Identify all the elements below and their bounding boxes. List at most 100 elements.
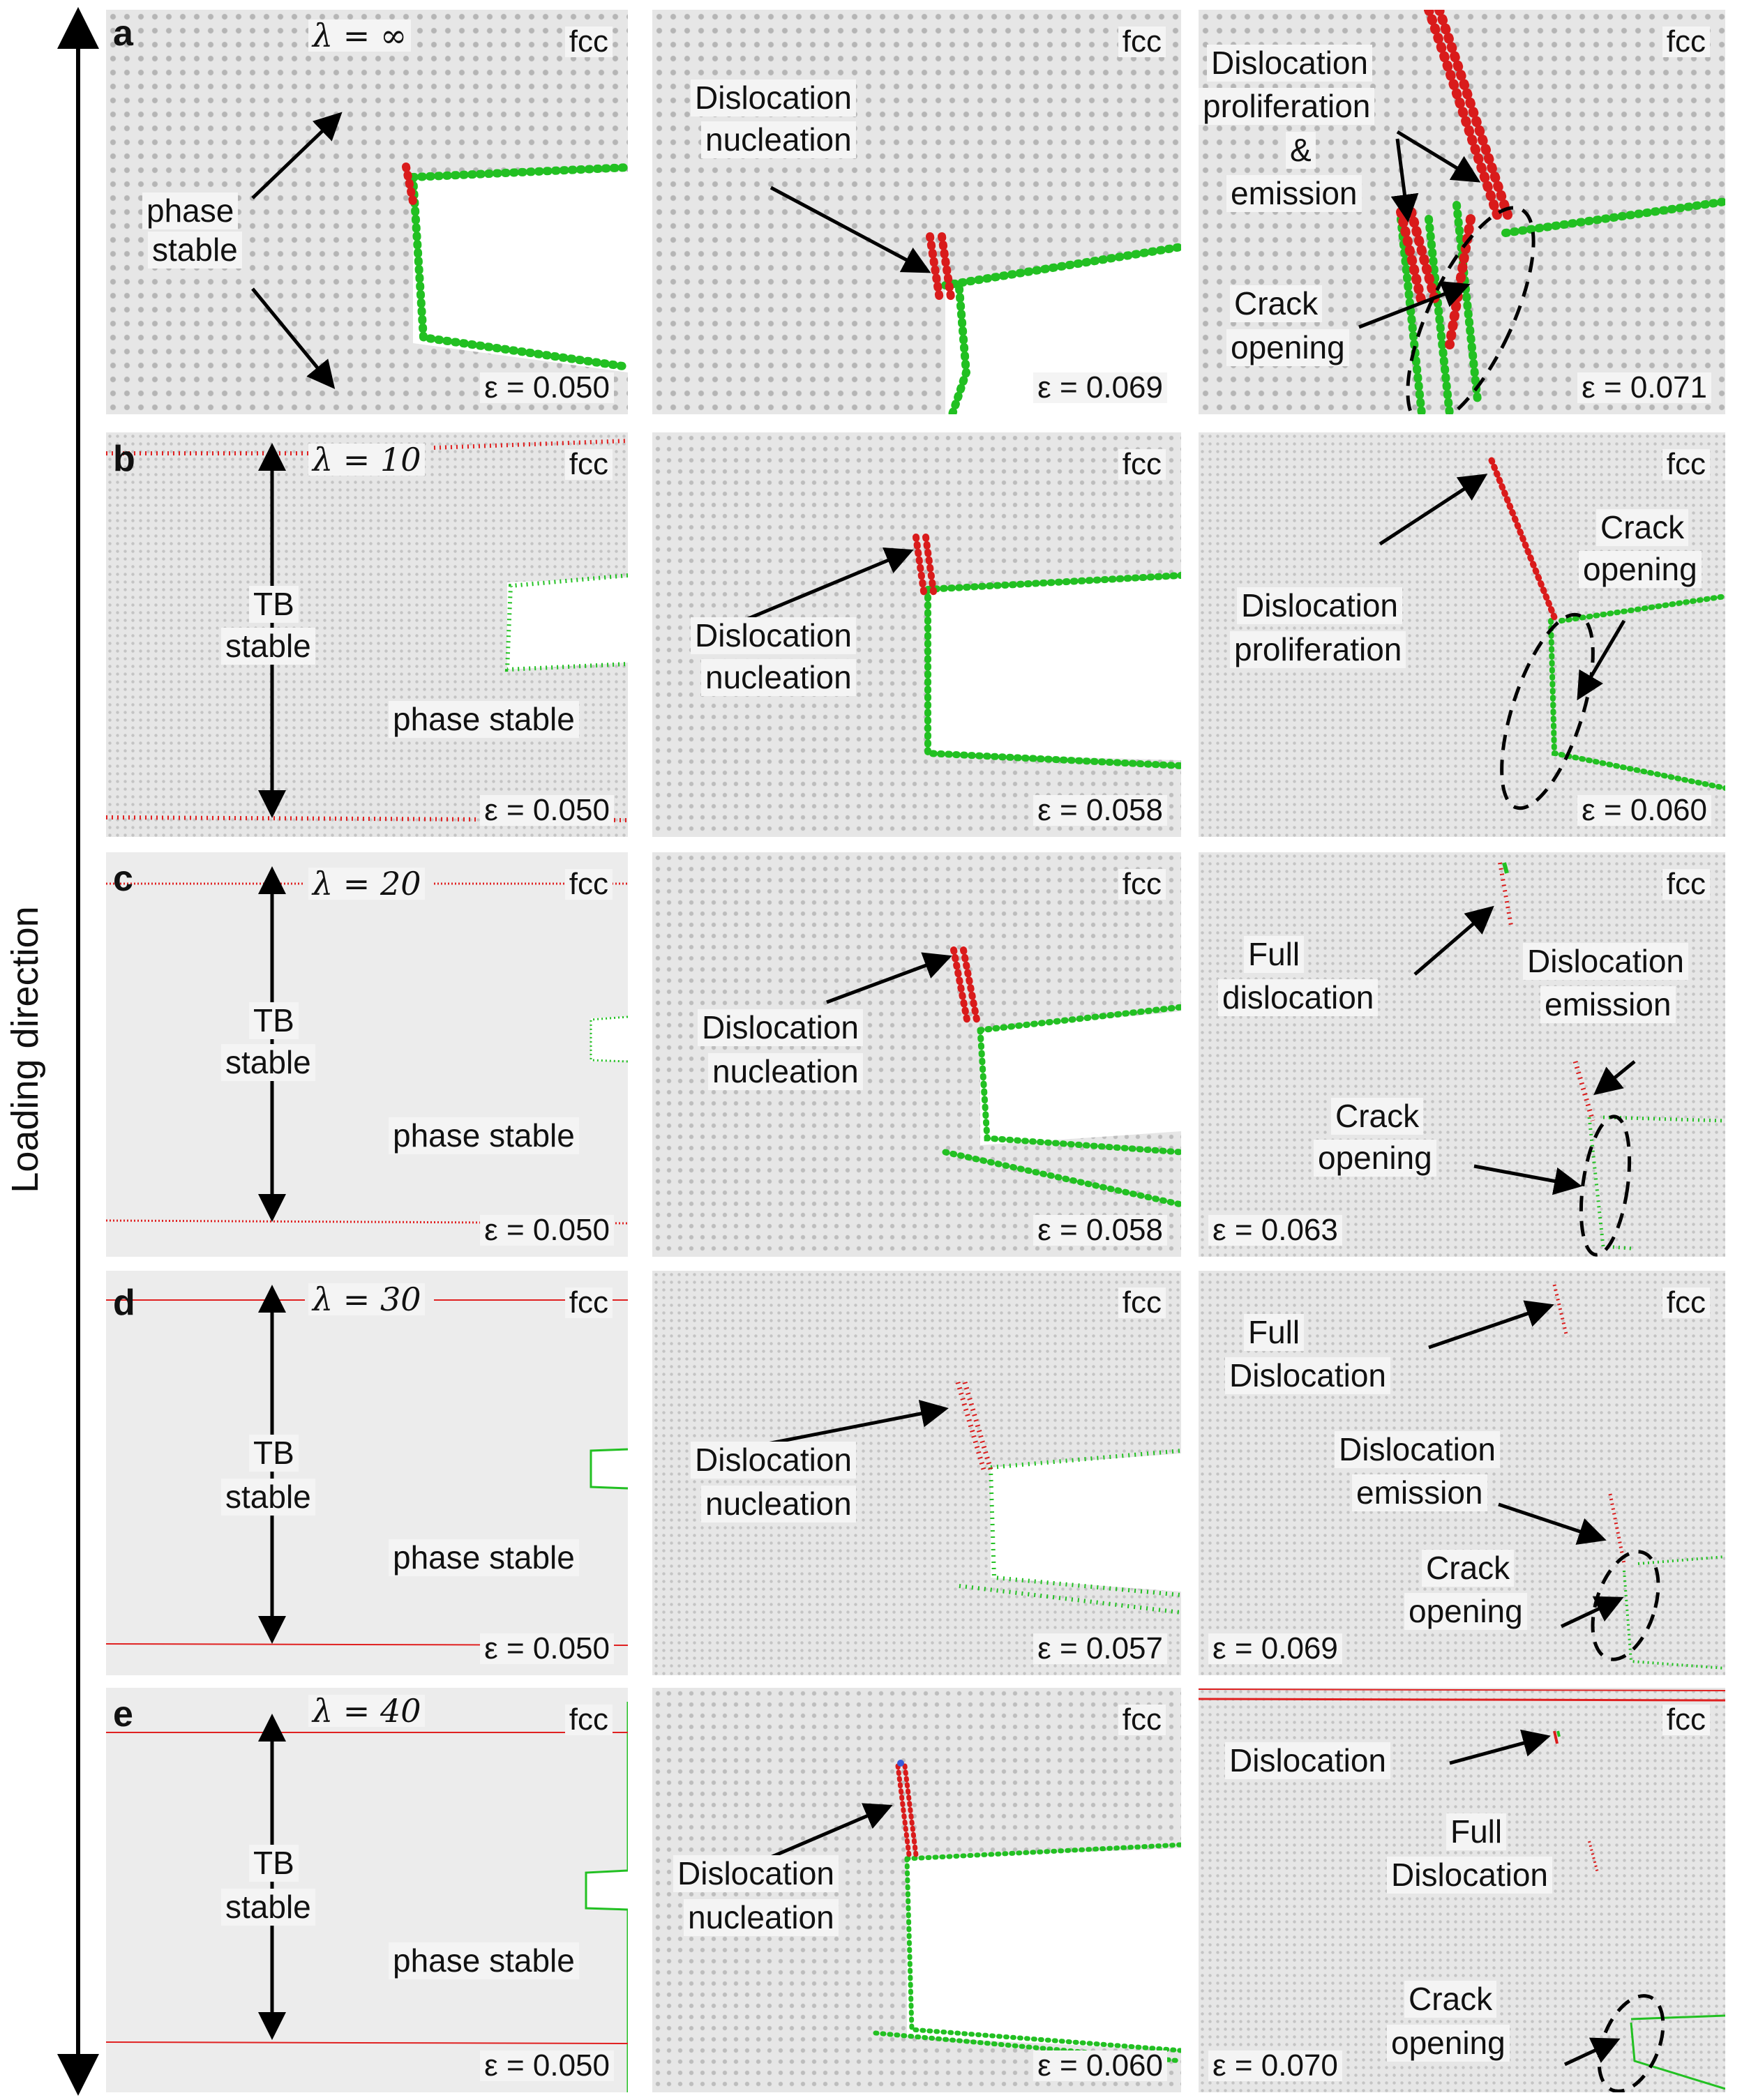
panel-e-1-atoms (106, 1702, 628, 2092)
label-stable-d: stable (221, 1479, 315, 1516)
panel-c-2-atoms (826, 946, 1181, 1208)
panel-d-1-atoms (106, 1285, 628, 1646)
panel-b-1: b λ = 10 fcc TB stable phase stable ε = … (106, 432, 628, 837)
label-dislocation-b3: Dislocation (1237, 587, 1402, 624)
label-emission-c3: emission (1540, 986, 1676, 1023)
panel-b-3-atoms (1379, 457, 1725, 810)
panel-b-2-atoms (742, 534, 1181, 769)
label-dislocation-full-d3: Dislocation (1225, 1357, 1390, 1394)
fcc-c-3: fcc (1662, 869, 1710, 900)
fcc-d-3: fcc (1662, 1287, 1710, 1318)
strain-e-1: ε = 0.050 (480, 2050, 614, 2081)
label-full-c3: Full (1244, 936, 1305, 973)
label-nucleation-b2: nucleation (701, 659, 856, 696)
fcc-b-2: fcc (1118, 449, 1166, 480)
panel-a-1-atoms (251, 112, 628, 389)
panel-e-2: fcc Dislocation nucleation ε = 0.060 (652, 1688, 1181, 2092)
strain-d-1: ε = 0.050 (480, 1633, 614, 1664)
panel-letter-b: b (113, 439, 135, 479)
label-emission-a3: emission (1226, 175, 1362, 212)
panel-d-1: d λ = 30 fcc TB stable phase stable ε = … (106, 1271, 628, 1675)
fcc-e-3: fcc (1662, 1705, 1710, 1735)
strain-e-3: ε = 0.070 (1208, 2050, 1342, 2081)
label-opening-d3: opening (1404, 1593, 1527, 1630)
label-emission-d3: emission (1352, 1474, 1487, 1511)
label-dislocation-a3: Dislocation (1207, 45, 1372, 82)
panel-b-3: fcc Dislocation proliferation Crack open… (1199, 432, 1725, 837)
lambda-b: λ = 10 (308, 444, 426, 476)
fcc-c-2: fcc (1118, 869, 1166, 900)
fcc-c-1: fcc (564, 869, 613, 900)
panel-letter-e: e (113, 1694, 133, 1735)
loading-direction-axis (57, 6, 99, 2096)
strain-c-3: ε = 0.063 (1208, 1215, 1342, 1246)
label-dislocation-c2: Dislocation (698, 1009, 863, 1046)
label-stable: stable (148, 232, 242, 269)
panel-d-3: fcc Full Dislocation Dislocation emissio… (1199, 1271, 1725, 1675)
label-crack-a3: Crack (1230, 285, 1323, 322)
panel-c-3-atoms (1413, 862, 1725, 1257)
label-full-d3: Full (1244, 1314, 1305, 1351)
label-dislocation-a2: Dislocation (691, 80, 856, 116)
strain-d-2: ε = 0.057 (1033, 1633, 1167, 1664)
fcc-b-1: fcc (564, 449, 613, 480)
panel-a-2: fcc Dislocation nucleation ε = 0.069 (652, 10, 1181, 414)
strain-e-2: ε = 0.060 (1033, 2050, 1167, 2081)
panel-e-3-atoms (1199, 1689, 1725, 2092)
label-nucleation-c2: nucleation (708, 1053, 863, 1090)
strain-a-3: ε = 0.071 (1577, 372, 1711, 403)
strain-d-3: ε = 0.069 (1208, 1633, 1342, 1664)
panel-letter-a: a (113, 13, 133, 54)
strain-c-1: ε = 0.050 (480, 1215, 614, 1246)
panel-e-1: e λ = 40 fcc TB stable phase stable ε = … (106, 1688, 628, 2092)
label-crack-b3: Crack (1596, 509, 1689, 546)
lambda-a: λ = ∞ (308, 20, 412, 52)
panel-c-3: fcc Full dislocation Dislocation emissio… (1199, 852, 1725, 1257)
label-phase-stable-c: phase stable (389, 1117, 579, 1154)
panel-a-2-atoms (769, 186, 1181, 414)
panel-b-2: fcc Dislocation nucleation ε = 0.058 (652, 432, 1181, 837)
panel-a-3-atoms (1358, 10, 1725, 414)
label-opening-e3: opening (1387, 2025, 1510, 2062)
fcc-a-1: fcc (564, 27, 613, 57)
label-phase-stable-e: phase stable (389, 1942, 579, 1979)
strain-a-2: ε = 0.069 (1033, 372, 1167, 403)
panel-letter-d: d (113, 1283, 135, 1323)
label-tb-e: TB (249, 1845, 299, 1882)
panel-b-1-atoms (106, 439, 628, 822)
label-nucleation-a2: nucleation (701, 121, 856, 158)
label-stable-e: stable (221, 1889, 315, 1926)
lambda-c: λ = 20 (308, 868, 426, 900)
label-dislocation-e2: Dislocation (673, 1855, 839, 1892)
label-tb-d: TB (249, 1435, 299, 1472)
fcc-d-1: fcc (564, 1287, 613, 1318)
label-phase-stable-b: phase stable (389, 701, 579, 738)
label-phase-stable-d: phase stable (389, 1539, 579, 1576)
strain-c-2: ε = 0.058 (1033, 1215, 1167, 1246)
label-full-e3: Full (1446, 1813, 1507, 1850)
panel-e-3: fcc Dislocation Full Dislocation Crack o… (1199, 1688, 1725, 2092)
fcc-d-2: fcc (1118, 1287, 1166, 1318)
panel-letter-c: c (113, 859, 133, 899)
label-crack-e3: Crack (1404, 1981, 1497, 2018)
strain-b-1: ε = 0.050 (480, 795, 614, 826)
label-stable-c: stable (221, 1044, 315, 1081)
label-dislocation-c3: Dislocation (1523, 943, 1688, 980)
label-dislocation-e3: Dislocation (1225, 1742, 1390, 1779)
label-tb-b: TB (249, 586, 299, 623)
lambda-d: λ = 30 (308, 1283, 426, 1315)
label-crack-c3: Crack (1331, 1098, 1424, 1135)
label-stable-b: stable (221, 628, 315, 665)
panel-c-2: fcc Dislocation nucleation ε = 0.058 (652, 852, 1181, 1257)
label-dislocation-full-c3: dislocation (1218, 979, 1379, 1016)
label-ampersand-a3: & (1286, 132, 1316, 169)
strain-b-2: ε = 0.058 (1033, 795, 1167, 826)
panel-d-2: fcc Dislocation nucleation ε = 0.057 (652, 1271, 1181, 1675)
panel-d-2-atoms (753, 1382, 1181, 1615)
panel-a-3: fcc Dislocation proliferation & emission… (1199, 10, 1725, 414)
fcc-e-1: fcc (564, 1705, 613, 1735)
label-nucleation-d2: nucleation (701, 1486, 856, 1523)
label-dislocation-d3: Dislocation (1335, 1431, 1500, 1468)
panel-c-1: c λ = 20 fcc TB stable phase stable ε = … (106, 852, 628, 1257)
label-nucleation-e2: nucleation (684, 1899, 839, 1936)
